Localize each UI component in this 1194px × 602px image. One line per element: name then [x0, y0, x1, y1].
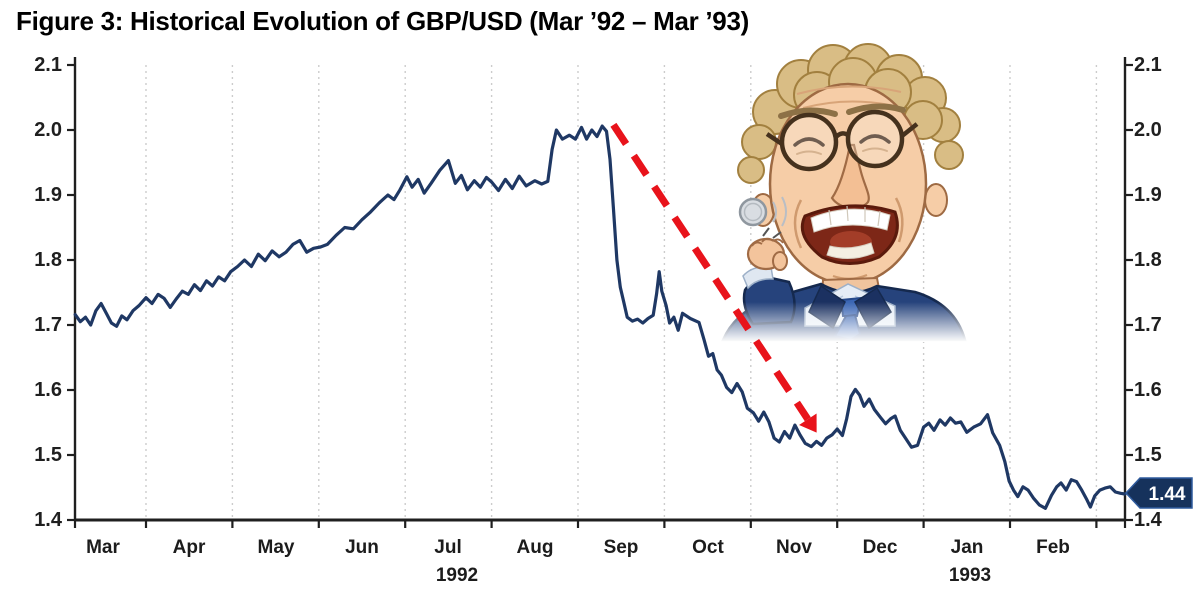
x-tick-mar: Mar: [86, 537, 120, 558]
y-tick-right-2_0: 2.0: [1134, 119, 1162, 141]
chart-title: Figure 3: Historical Evolution of GBP/US…: [16, 6, 749, 36]
soros-caricature: [693, 43, 969, 342]
y-tick-left-1_6: 1.6: [34, 379, 62, 401]
decline-arrow-shaft: [610, 122, 811, 422]
y-tick-right-1_5: 1.5: [1134, 444, 1162, 466]
fist: [746, 227, 788, 271]
coin: [738, 196, 787, 227]
price-badge: [1124, 477, 1193, 509]
y-tick-right-1_6: 1.6: [1134, 379, 1162, 401]
y-tick-left-1_7: 1.7: [34, 314, 62, 336]
x-tick-feb: Feb: [1036, 537, 1070, 558]
y-tick-left-1_4: 1.4: [34, 509, 62, 531]
y-tick-right-1_4: 1.4: [1134, 509, 1162, 531]
eyebrows: [778, 103, 906, 119]
x-tick-jan: Jan: [950, 537, 984, 558]
y-tick-right-1_8: 1.8: [1134, 249, 1162, 271]
y-tick-right-2_1: 2.1: [1134, 54, 1162, 76]
y-tick-left-1_5: 1.5: [34, 444, 62, 466]
x-tick-may: May: [257, 537, 295, 558]
x-tick-nov: Nov: [776, 537, 812, 558]
y-tick-left-1_9: 1.9: [34, 184, 62, 206]
y-tick-right-1_9: 1.9: [1134, 184, 1162, 206]
y-tick-right-1_7: 1.7: [1134, 314, 1162, 336]
y-tick-left-2_0: 2.0: [34, 119, 62, 141]
gbpusd-series-line: [73, 124, 1127, 510]
y-tick-left-1_8: 1.8: [34, 249, 62, 271]
decline-arrow-head: [799, 413, 817, 433]
year-label-1992: 1992: [435, 565, 479, 586]
fade-out: [693, 302, 969, 342]
price-badge-label: 1.44: [1149, 484, 1186, 505]
cheek-folds: [793, 197, 904, 249]
x-tick-apr: Apr: [172, 537, 206, 558]
year-label-1993: 1993: [948, 565, 992, 586]
laughing-mouth: [800, 204, 899, 280]
x-tick-dec: Dec: [862, 537, 898, 558]
glasses: [765, 109, 919, 172]
x-tick-sep: Sep: [603, 537, 639, 558]
x-tick-oct: Oct: [692, 537, 724, 558]
eyes: [793, 134, 891, 155]
y-tick-left-2_1: 2.1: [34, 54, 62, 76]
x-tick-jul: Jul: [434, 537, 462, 558]
x-tick-jun: Jun: [345, 537, 379, 558]
x-tick-aug: Aug: [516, 537, 554, 558]
